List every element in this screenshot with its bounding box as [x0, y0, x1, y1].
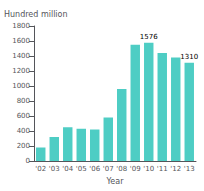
svg-text:'09: '09: [130, 165, 141, 173]
svg-text:'07: '07: [103, 165, 114, 173]
svg-text:'05: '05: [76, 165, 87, 173]
svg-text:1400: 1400: [12, 52, 30, 60]
svg-text:'11: '11: [157, 165, 168, 173]
svg-text:'13: '13: [184, 165, 195, 173]
svg-text:1600: 1600: [12, 37, 30, 45]
svg-text:'12: '12: [170, 165, 181, 173]
svg-text:'04: '04: [62, 165, 73, 173]
svg-text:'03: '03: [49, 165, 60, 173]
svg-text:400: 400: [17, 127, 30, 135]
svg-text:1576: 1576: [140, 33, 158, 41]
svg-text:200: 200: [17, 142, 30, 150]
svg-text:'06: '06: [89, 165, 100, 173]
svg-text:1800: 1800: [12, 22, 30, 30]
svg-text:1310: 1310: [180, 53, 198, 61]
svg-text:600: 600: [17, 112, 30, 120]
svg-text:Year: Year: [106, 177, 125, 186]
svg-text:Hundred million: Hundred million: [4, 10, 68, 19]
svg-text:'10: '10: [143, 165, 154, 173]
svg-text:'02: '02: [35, 165, 46, 173]
svg-text:1000: 1000: [12, 82, 30, 90]
svg-text:1200: 1200: [12, 67, 30, 75]
svg-text:0: 0: [26, 157, 30, 165]
svg-text:800: 800: [17, 97, 30, 105]
svg-text:'08: '08: [116, 165, 127, 173]
